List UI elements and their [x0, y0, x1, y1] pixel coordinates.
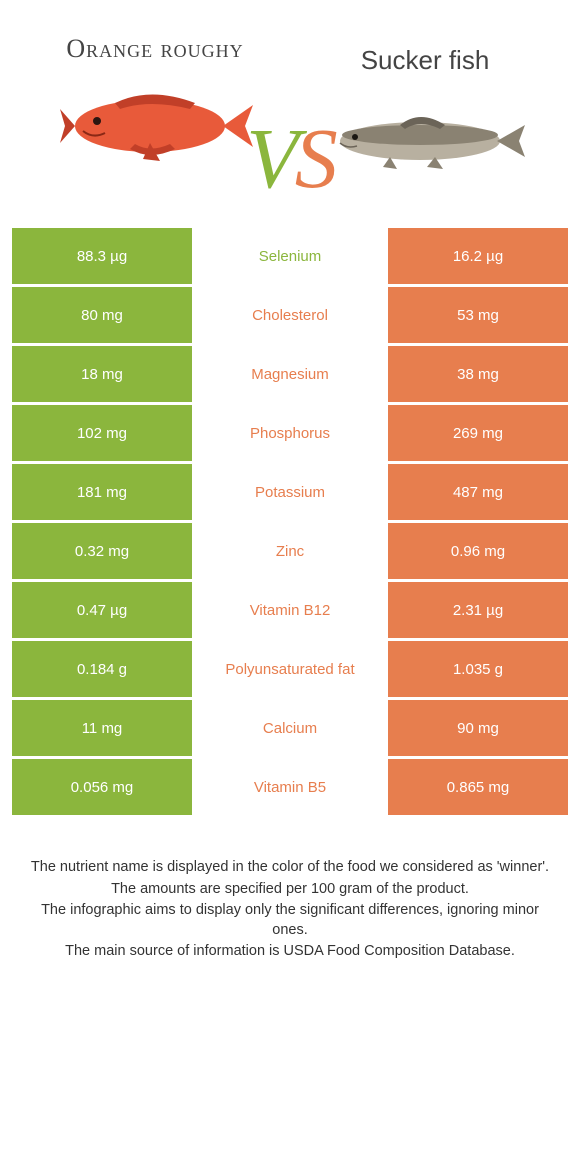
left-value: 80 mg: [12, 287, 192, 343]
footer-notes: The nutrient name is displayed in the co…: [0, 818, 580, 962]
left-value: 0.056 mg: [12, 759, 192, 815]
nutrient-name: Selenium: [192, 228, 388, 284]
left-value: 181 mg: [12, 464, 192, 520]
nutrient-name: Magnesium: [192, 346, 388, 402]
right-value: 53 mg: [388, 287, 568, 343]
left-value: 18 mg: [12, 346, 192, 402]
right-value: 2.31 µg: [388, 582, 568, 638]
right-value: 90 mg: [388, 700, 568, 756]
table-row: 11 mgCalcium90 mg: [12, 700, 568, 756]
table-row: 0.47 µgVitamin B122.31 µg: [12, 582, 568, 638]
right-value: 269 mg: [388, 405, 568, 461]
left-value: 102 mg: [12, 405, 192, 461]
nutrient-name: Vitamin B12: [192, 582, 388, 638]
table-row: 102 mgPhosphorus269 mg: [12, 405, 568, 461]
right-title: Sucker fish: [361, 45, 490, 76]
footer-line: The amounts are specified per 100 gram o…: [24, 880, 556, 900]
right-value: 487 mg: [388, 464, 568, 520]
orange-roughy-image: [55, 81, 255, 171]
right-value: 38 mg: [388, 346, 568, 402]
nutrient-name: Cholesterol: [192, 287, 388, 343]
right-value: 16.2 µg: [388, 228, 568, 284]
nutrient-table: 88.3 µgSelenium16.2 µg80 mgCholesterol53…: [0, 210, 580, 815]
nutrient-name: Vitamin B5: [192, 759, 388, 815]
vs-s: S: [295, 108, 334, 208]
left-value: 0.184 g: [12, 641, 192, 697]
left-value: 88.3 µg: [12, 228, 192, 284]
nutrient-name: Zinc: [192, 523, 388, 579]
footer-line: The main source of information is USDA F…: [24, 942, 556, 962]
vs-label: VS: [246, 108, 334, 208]
nutrient-name: Polyunsaturated fat: [192, 641, 388, 697]
table-row: 0.184 gPolyunsaturated fat1.035 g: [12, 641, 568, 697]
left-value: 0.47 µg: [12, 582, 192, 638]
nutrient-name: Calcium: [192, 700, 388, 756]
nutrient-name: Phosphorus: [192, 405, 388, 461]
vs-v: V: [246, 108, 295, 208]
right-value: 1.035 g: [388, 641, 568, 697]
right-value: 0.96 mg: [388, 523, 568, 579]
table-row: 18 mgMagnesium38 mg: [12, 346, 568, 402]
footer-line: The nutrient name is displayed in the co…: [24, 858, 556, 878]
left-value: 11 mg: [12, 700, 192, 756]
table-row: 80 mgCholesterol53 mg: [12, 287, 568, 343]
table-row: 0.056 mgVitamin B50.865 mg: [12, 759, 568, 815]
comparison-header: Orange roughy VS Sucker fish: [0, 0, 580, 210]
table-row: 181 mgPotassium487 mg: [12, 464, 568, 520]
sucker-fish-image: [325, 94, 525, 184]
nutrient-name: Potassium: [192, 464, 388, 520]
left-value: 0.32 mg: [12, 523, 192, 579]
footer-line: The infographic aims to display only the…: [24, 901, 556, 940]
table-row: 0.32 mgZinc0.96 mg: [12, 523, 568, 579]
left-title: Orange roughy: [66, 35, 243, 64]
right-value: 0.865 mg: [388, 759, 568, 815]
table-row: 88.3 µgSelenium16.2 µg: [12, 228, 568, 284]
